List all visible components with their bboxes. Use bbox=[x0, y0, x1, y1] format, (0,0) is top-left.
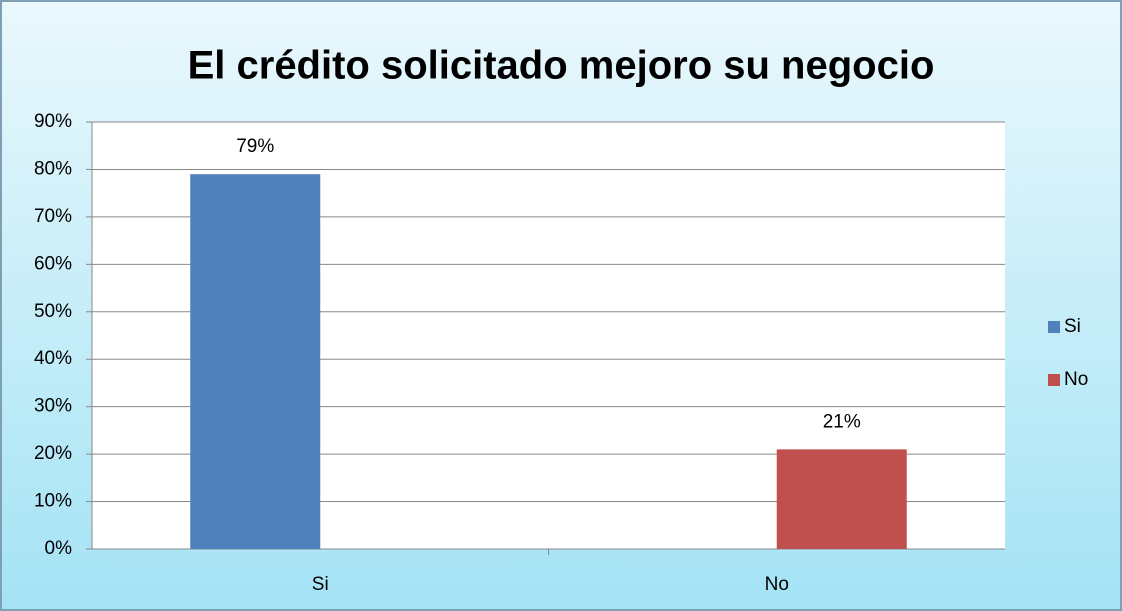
bar bbox=[776, 449, 907, 549]
y-tick-label: 20% bbox=[34, 443, 72, 464]
y-tick-label: 10% bbox=[34, 491, 72, 512]
legend-label: No bbox=[1064, 369, 1088, 390]
x-tick-label: No bbox=[765, 574, 789, 595]
y-tick-label: 30% bbox=[34, 396, 72, 417]
data-label: 21% bbox=[823, 411, 861, 432]
y-tick-label: 40% bbox=[34, 348, 72, 369]
bar bbox=[190, 174, 321, 549]
y-tick-label: 80% bbox=[34, 158, 72, 179]
y-tick-label: 0% bbox=[45, 538, 73, 559]
y-tick-label: 70% bbox=[34, 206, 72, 227]
legend-swatch bbox=[1048, 374, 1060, 386]
y-tick-label: 90% bbox=[34, 111, 72, 132]
legend-label: Si bbox=[1064, 316, 1081, 337]
data-label: 79% bbox=[236, 136, 274, 157]
y-tick-label: 60% bbox=[34, 253, 72, 274]
legend-swatch bbox=[1048, 321, 1060, 333]
x-tick-label: Si bbox=[312, 574, 329, 595]
chart-title: El crédito solicitado mejoro su negocio bbox=[188, 44, 935, 88]
y-tick-label: 50% bbox=[34, 301, 72, 322]
